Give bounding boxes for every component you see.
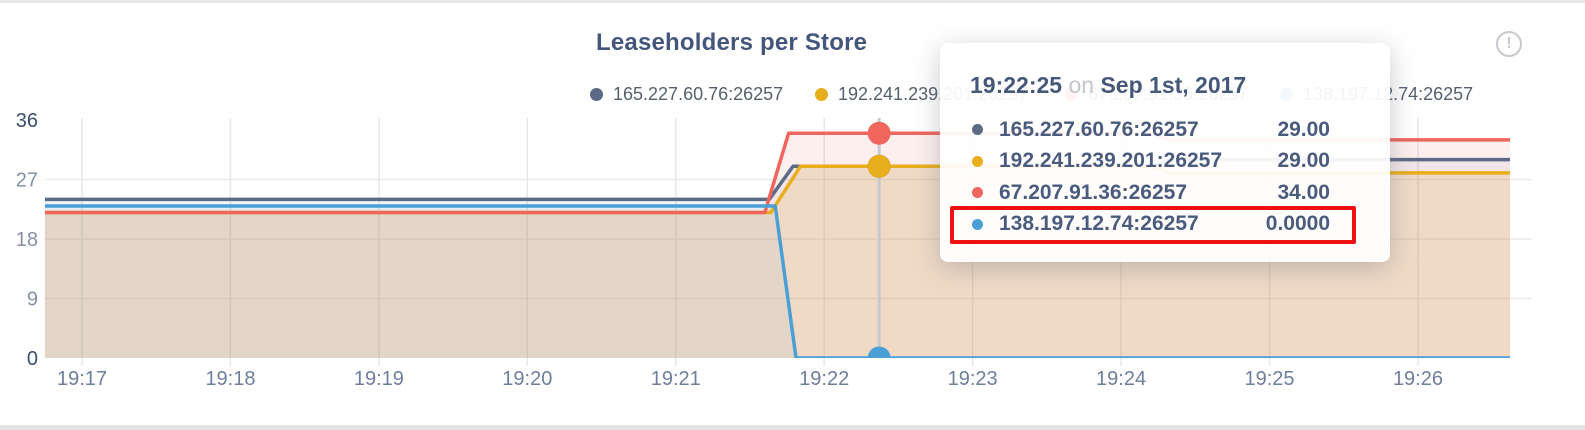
legend-item-0[interactable]: 165.227.60.76:26257 (590, 81, 783, 107)
tooltip-series-label: 192.241.239.201:26257 (999, 149, 1223, 173)
tooltip-row: 192.241.239.201:26257 29.00 (940, 146, 1390, 178)
tooltip-rows: 165.227.60.76:26257 29.00 192.241.239.20… (940, 114, 1390, 240)
svg-text:19:21: 19:21 (651, 368, 701, 390)
tooltip-series-value: 34.00 (1277, 180, 1330, 204)
svg-text:19:25: 19:25 (1244, 368, 1294, 390)
tooltip-conjunction: on (1068, 72, 1095, 98)
svg-text:19:24: 19:24 (1096, 368, 1146, 390)
svg-text:27: 27 (16, 170, 38, 192)
tooltip-series-value: 0.0000 (1265, 212, 1330, 236)
panel-bottom-divider (0, 425, 1585, 430)
series-color-dot (815, 87, 828, 101)
series-color-dot (972, 218, 983, 230)
tooltip-row: 67.207.91.36:26257 34.00 (940, 177, 1390, 209)
tooltip-row: 165.227.60.76:26257 29.00 (940, 114, 1390, 146)
tooltip-time: 19:22:25 (970, 72, 1063, 98)
svg-text:19:17: 19:17 (57, 368, 107, 390)
tooltip-date: Sep 1st, 2017 (1100, 72, 1247, 98)
tooltip-timestamp: 19:22:25 on Sep 1st, 2017 (940, 43, 1390, 99)
panel-top-divider (0, 0, 1585, 3)
series-color-dot (972, 124, 983, 136)
hover-tooltip: 19:22:25 on Sep 1st, 2017 165.227.60.76:… (940, 43, 1390, 262)
chart-title: Leaseholders per Store (596, 29, 868, 56)
series-color-dot (972, 155, 983, 167)
info-icon[interactable]: ! (1496, 31, 1522, 57)
svg-text:19:22: 19:22 (799, 368, 849, 390)
svg-text:0: 0 (27, 348, 38, 370)
svg-text:18: 18 (16, 229, 38, 251)
svg-text:19:19: 19:19 (354, 368, 404, 390)
tooltip-series-value: 29.00 (1277, 117, 1330, 141)
series-color-dot (590, 87, 603, 101)
legend-label: 165.227.60.76:26257 (613, 83, 784, 104)
svg-text:36: 36 (16, 110, 38, 132)
tooltip-series-value: 29.00 (1277, 149, 1330, 173)
svg-text:19:26: 19:26 (1393, 368, 1443, 390)
svg-text:9: 9 (27, 289, 38, 311)
svg-text:19:18: 19:18 (205, 368, 255, 390)
svg-text:19:23: 19:23 (948, 368, 998, 390)
tooltip-series-label: 165.227.60.76:26257 (999, 117, 1199, 141)
series-color-dot (972, 187, 983, 199)
tooltip-series-label: 67.207.91.36:26257 (999, 180, 1188, 204)
svg-text:19:20: 19:20 (502, 368, 552, 390)
tooltip-row-highlighted: 138.197.12.74:26257 0.0000 (940, 209, 1390, 241)
tooltip-series-label: 138.197.12.74:26257 (999, 212, 1199, 236)
